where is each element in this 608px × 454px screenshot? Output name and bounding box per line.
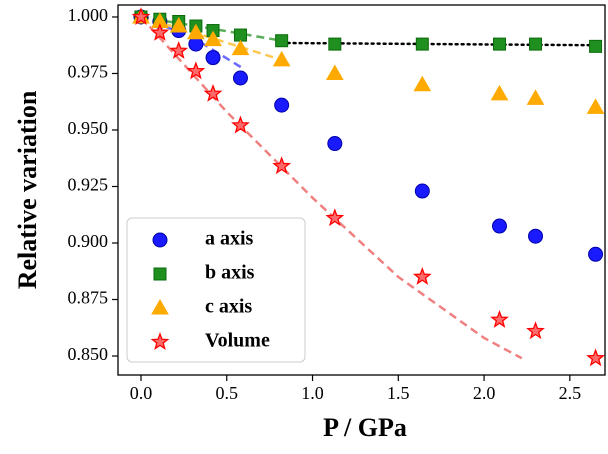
y-tick-label: 0.900 [68,231,109,251]
y-axis-label: Relative variation [13,90,42,289]
point [492,218,508,234]
point [528,228,544,244]
point [588,246,604,262]
point [412,267,432,285]
x-axis-label: P / GPa [323,413,407,442]
x-tick-label: 2.0 [473,383,496,403]
point [187,23,205,40]
point [589,39,603,53]
point [586,98,605,114]
point [415,37,429,51]
y-tick-label: 0.950 [68,118,109,138]
point [325,208,345,227]
plot-frame [117,4,606,376]
point [327,136,343,152]
point [328,37,342,51]
x-tick-label: 0.5 [216,383,239,403]
legend-marker [153,267,167,281]
legend: a axis b axis c axis Volume [126,217,306,363]
x-tick-label: 1.5 [387,383,410,403]
x-tick-label: 0.0 [130,383,153,403]
legend-label: b axis [205,262,255,284]
legend-label: Volume [205,330,270,352]
point [231,39,250,56]
fit-line [280,41,597,47]
y-tick-label: 0.850 [68,344,109,364]
point [231,115,250,134]
point [526,89,545,105]
point [186,61,206,80]
point [275,34,289,48]
point [169,41,189,59]
point [203,83,223,102]
point [272,156,292,175]
point [414,183,430,199]
legend-label: c axis [205,296,252,318]
y-tick-label: 0.975 [68,62,109,82]
point [529,37,543,51]
point [150,22,170,41]
point [413,75,432,92]
y-tick-label: 0.875 [68,288,109,308]
x-tick-label: 1.0 [301,383,324,403]
point [325,64,344,80]
point [131,7,151,25]
y-tick-label: 1.000 [68,5,109,25]
point [274,97,290,113]
point [490,84,509,101]
point [586,348,605,367]
point [205,50,221,66]
legend-box [126,217,306,363]
point [526,321,545,340]
point [232,70,248,86]
x-tick-label: 2.5 [559,383,582,403]
legend-marker [152,232,168,248]
legend-marker [150,332,170,350]
point [493,37,507,51]
point [490,309,509,328]
point [204,30,222,47]
y-tick-label: 0.925 [68,175,109,195]
legend-marker [151,298,169,315]
legend-label: a axis [205,228,254,250]
point [272,50,291,67]
point [169,17,188,33]
point [233,28,247,42]
